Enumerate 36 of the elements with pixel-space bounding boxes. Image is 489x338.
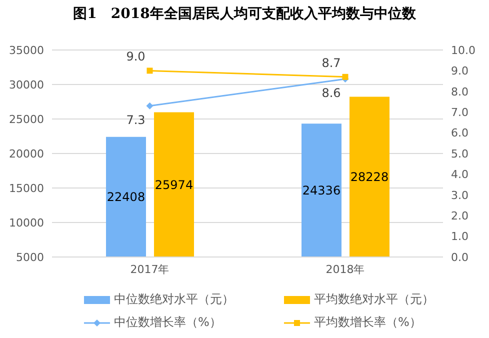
data-label: 25974 bbox=[154, 178, 194, 192]
y-tick-label: 20000 bbox=[9, 147, 44, 160]
chart-title: 图1 2018年全国居民人均可支配收入平均数与中位数 bbox=[72, 5, 417, 24]
y2-tick-label: 8.0 bbox=[451, 85, 468, 98]
data-label: 9.0 bbox=[126, 50, 146, 64]
y2-tick-label: 3.0 bbox=[451, 188, 468, 202]
y2-tick-label: 7.0 bbox=[451, 106, 468, 120]
y2-tick-label: 5.0 bbox=[451, 147, 468, 160]
y-tick-label: 35000 bbox=[9, 44, 44, 57]
data-label: 8.6 bbox=[322, 86, 341, 100]
y-tick-label: 5000 bbox=[16, 250, 44, 264]
legend-label: 平均数增长率（%） bbox=[314, 314, 422, 331]
y2-tick-label: 2.0 bbox=[451, 210, 468, 223]
data-label: 28228 bbox=[350, 170, 389, 184]
y2-tick-label: 6.0 bbox=[451, 126, 468, 140]
point bbox=[342, 74, 348, 80]
legend-label: 中位数绝对水平（元） bbox=[114, 291, 234, 308]
y2-tick-label: 10.0 bbox=[451, 44, 476, 57]
y-tick-label: 25000 bbox=[9, 112, 44, 126]
point bbox=[146, 102, 154, 110]
y-tick-label: 30000 bbox=[9, 78, 44, 92]
y2-tick-label: 4.0 bbox=[451, 168, 468, 182]
data-label: 8.7 bbox=[322, 56, 341, 70]
legend-label: 中位数增长率（%） bbox=[114, 314, 222, 331]
y2-tick-label: 1.0 bbox=[451, 230, 468, 244]
data-label: 24336 bbox=[302, 184, 341, 198]
y2-tick-label: 9.0 bbox=[451, 64, 468, 78]
y2-tick-label: 0.0 bbox=[451, 250, 468, 264]
point bbox=[146, 68, 153, 74]
data-label: 7.3 bbox=[126, 112, 146, 127]
legend-label: 平均数绝对水平（元） bbox=[314, 291, 434, 308]
y-tick-label: 10000 bbox=[9, 216, 44, 230]
x-tick-label: 2018年 bbox=[326, 262, 365, 276]
y-tick-label: 15000 bbox=[9, 182, 44, 195]
data-label: 22408 bbox=[106, 190, 146, 204]
x-tick-label: 2017年 bbox=[130, 262, 170, 276]
